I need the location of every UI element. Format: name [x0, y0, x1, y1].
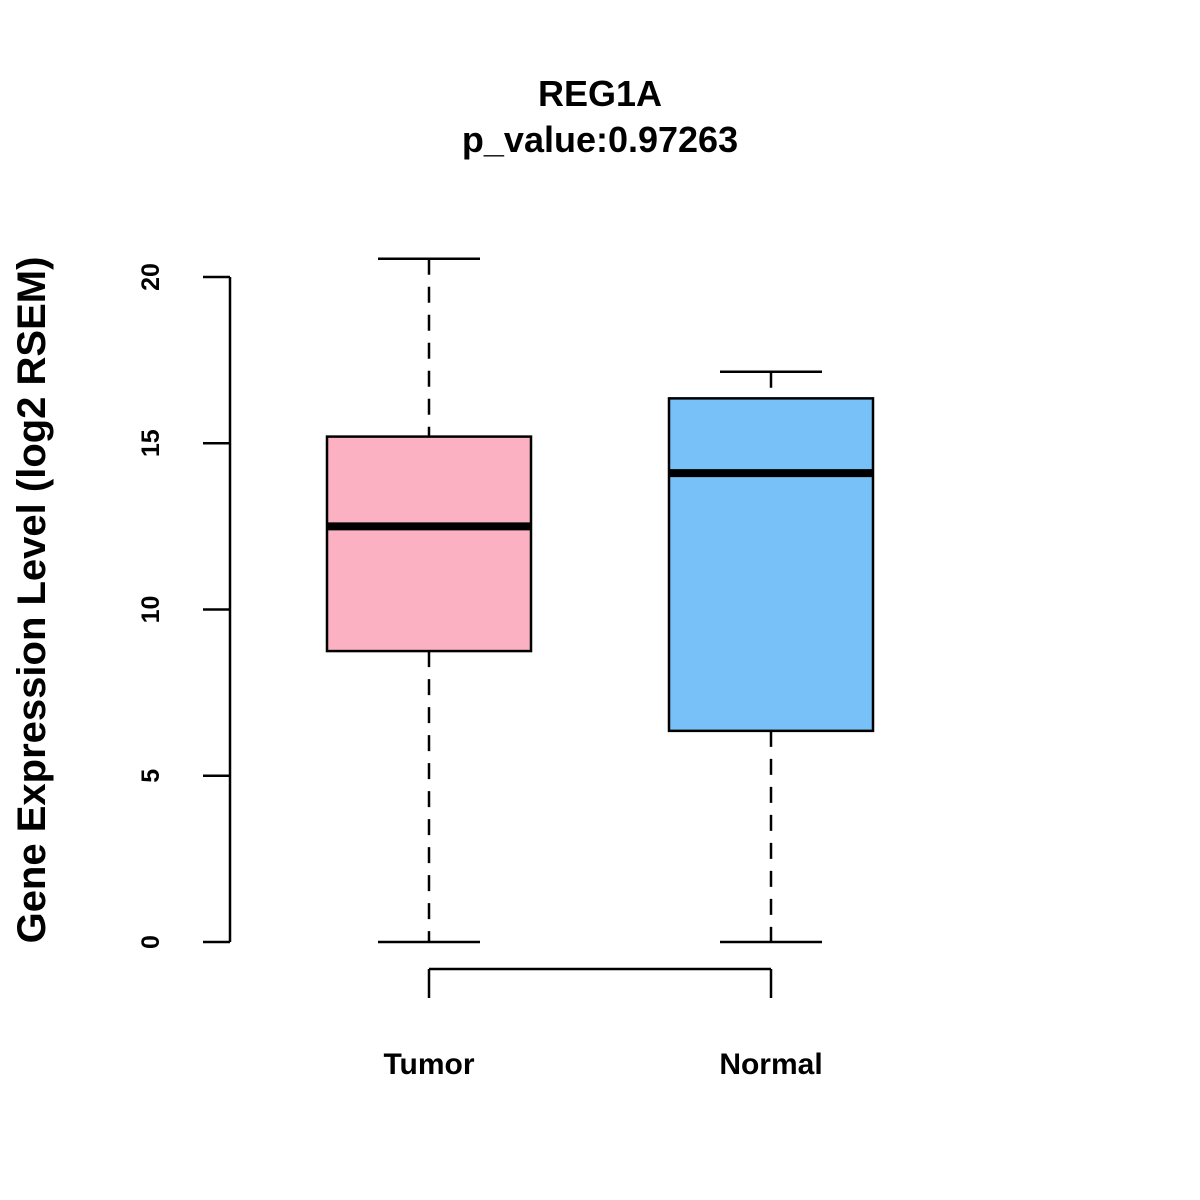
y-axis-ticks: 0 5 10 15 20 — [137, 263, 230, 949]
x-tick-label-tumor: Tumor — [383, 1048, 474, 1081]
y-tick-label: 5 — [137, 769, 165, 783]
chart-subtitle: p_value:0.97263 — [462, 119, 738, 160]
box-tumor — [325, 257, 533, 944]
y-tick-label: 20 — [137, 263, 165, 291]
x-tick-label-normal: Normal — [719, 1048, 822, 1081]
iqr-box — [667, 397, 875, 733]
box-normal — [667, 370, 875, 944]
chart-title: REG1A — [538, 73, 662, 114]
y-tick-label: 10 — [137, 596, 165, 624]
comparison-bracket — [427, 967, 773, 998]
y-tick-label: 15 — [137, 429, 165, 457]
iqr-box — [325, 435, 533, 653]
box-group — [325, 257, 875, 944]
y-tick-label: 0 — [137, 935, 165, 949]
y-axis-label: Gene Expression Level (log2 RSEM) — [10, 257, 54, 944]
